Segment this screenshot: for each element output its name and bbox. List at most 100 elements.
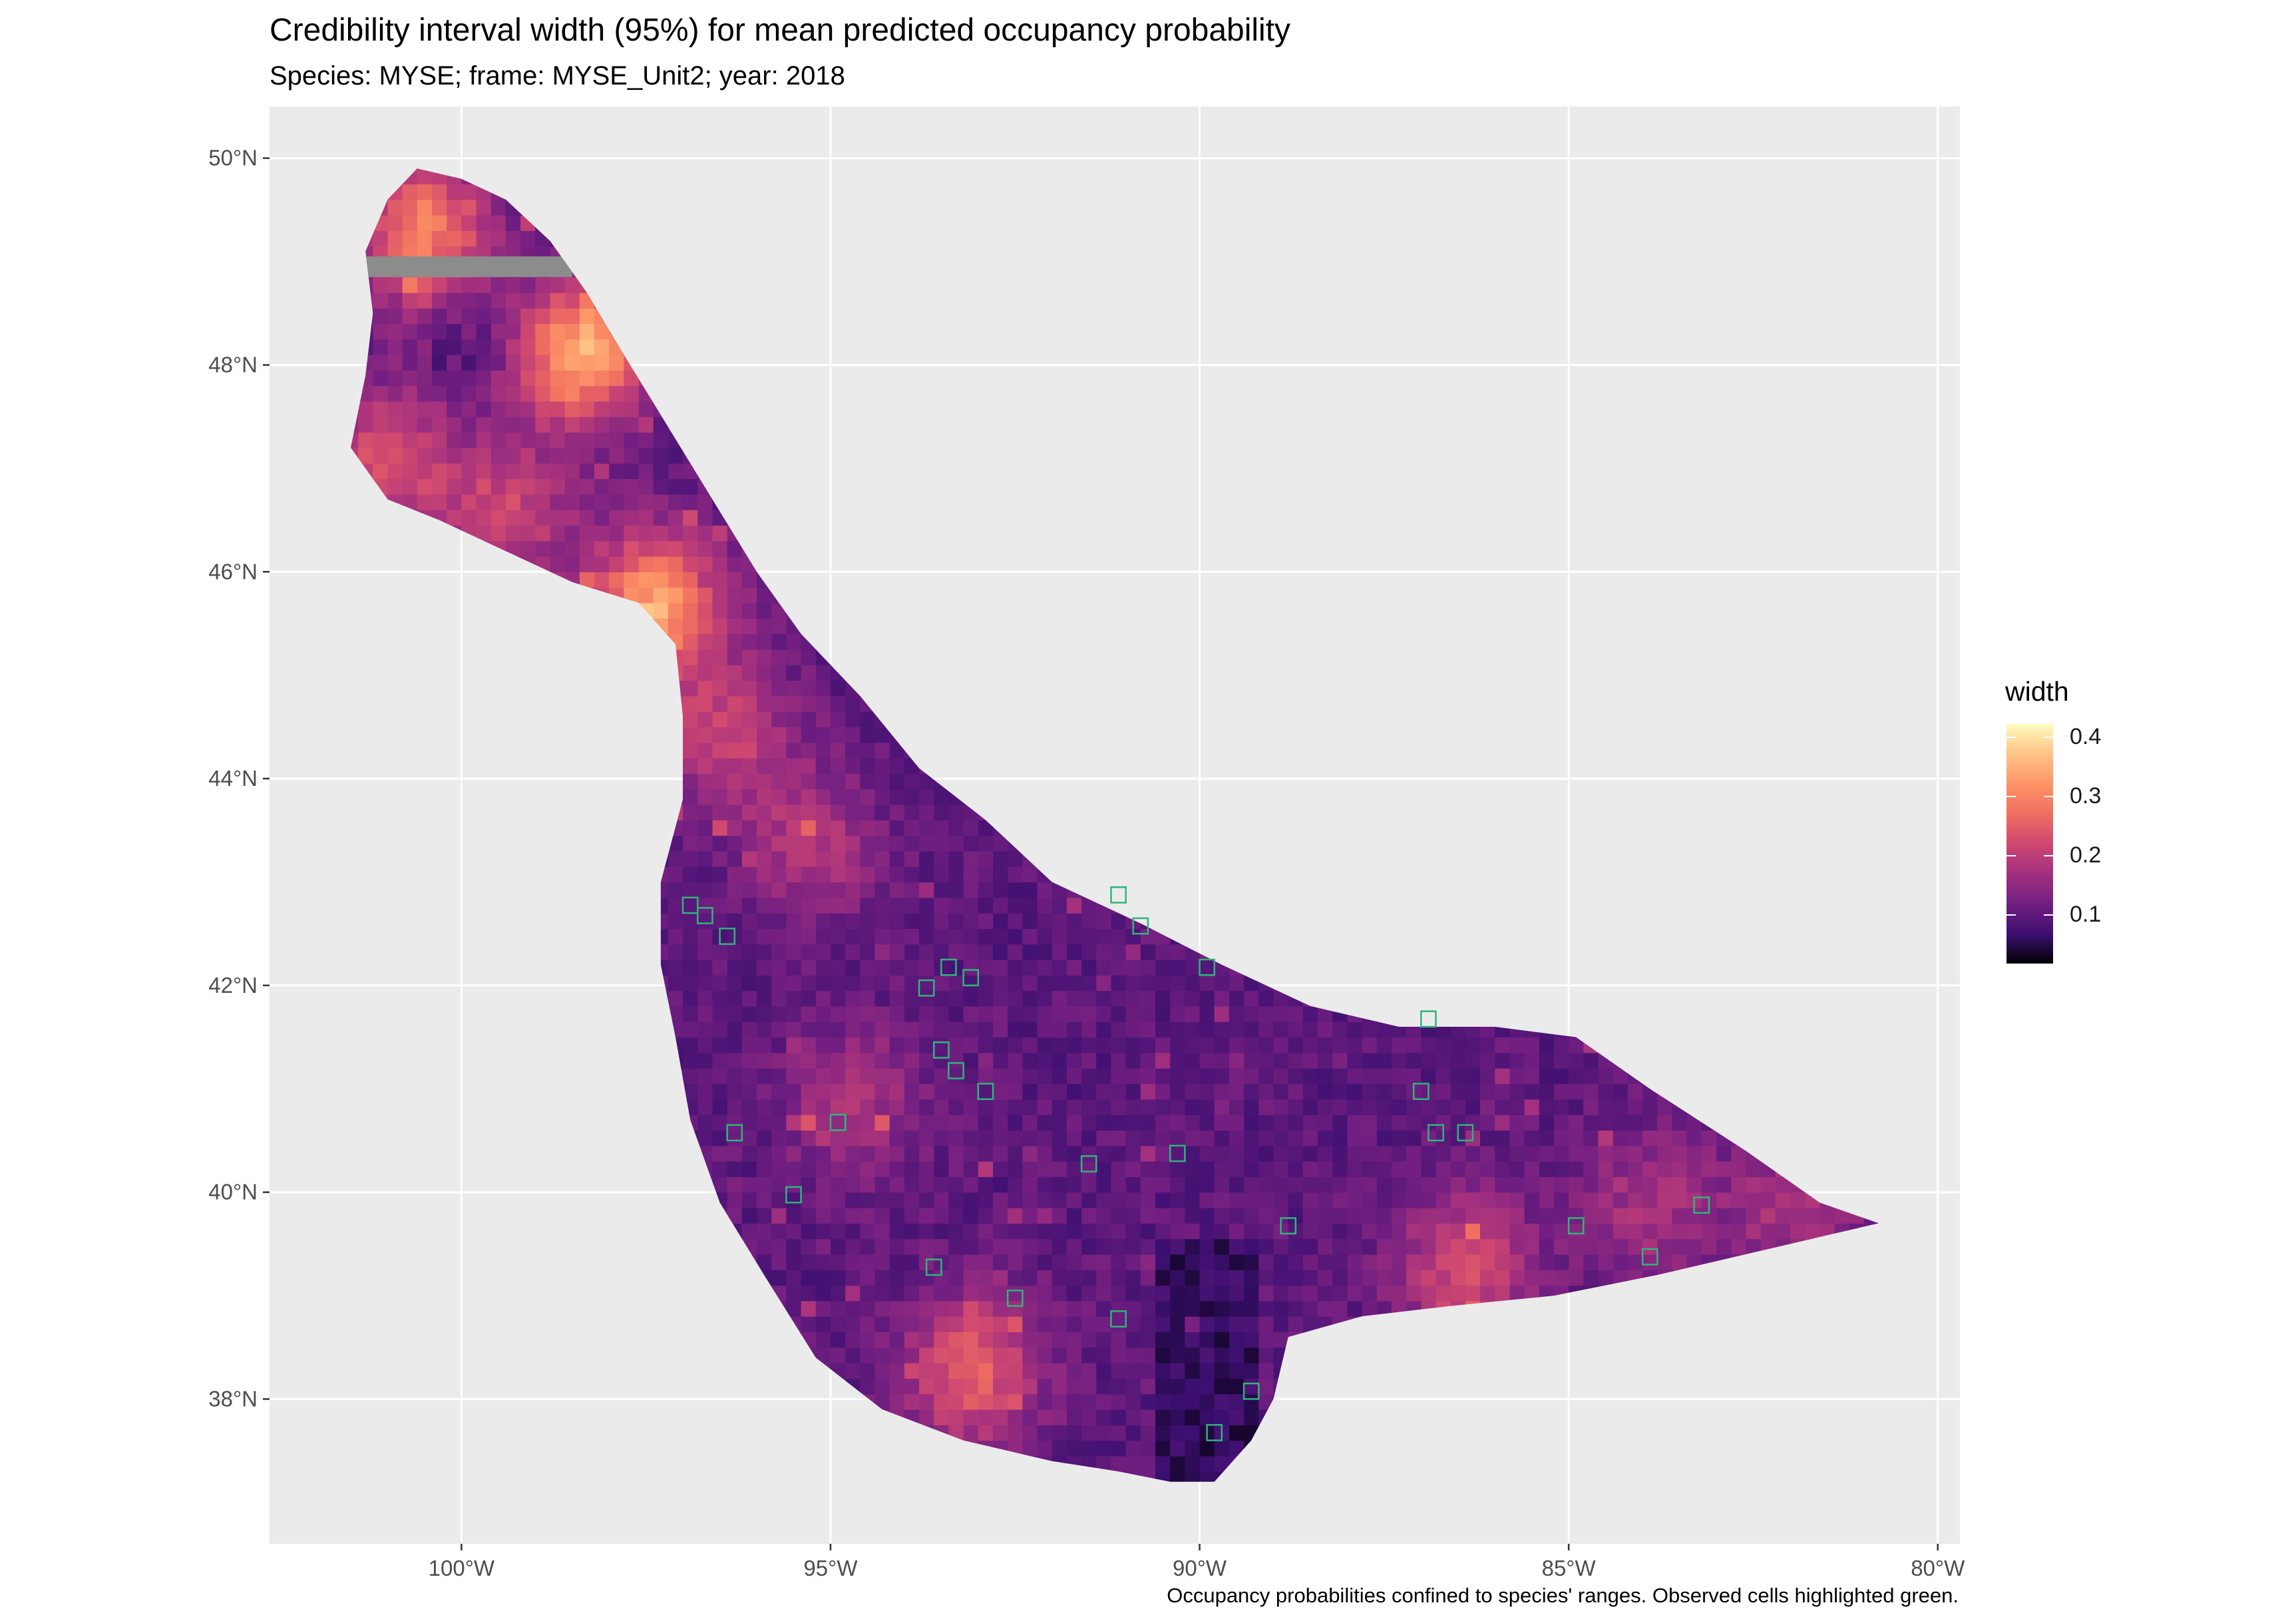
- raster-cell: [757, 1130, 772, 1147]
- raster-cell: [1170, 1471, 1185, 1482]
- raster-cell: [1539, 1145, 1555, 1162]
- raster-cell: [904, 960, 920, 976]
- raster-cell: [1199, 1238, 1215, 1255]
- raster-cell: [845, 960, 861, 976]
- raster-cell: [1495, 1083, 1510, 1100]
- raster-cell: [697, 960, 713, 976]
- raster-cell: [1155, 1440, 1171, 1457]
- raster-cell: [1199, 1192, 1215, 1208]
- raster-cell: [1465, 1176, 1481, 1193]
- raster-cell: [904, 804, 920, 820]
- raster-cell: [1746, 1161, 1762, 1177]
- raster-cell: [801, 897, 817, 914]
- raster-cell: [904, 789, 920, 805]
- raster-cell: [1583, 1223, 1599, 1240]
- raster-cell: [889, 1005, 905, 1022]
- raster-cell: [1495, 1208, 1510, 1224]
- raster-cell: [1598, 1208, 1614, 1224]
- raster-cell: [874, 897, 890, 914]
- raster-cell: [1318, 1208, 1333, 1224]
- raster-cell: [1554, 1115, 1569, 1131]
- raster-cell: [727, 1145, 743, 1162]
- raster-cell: [904, 1270, 920, 1286]
- raster-cell: [815, 850, 831, 867]
- raster-cell: [727, 1130, 743, 1147]
- raster-cell: [919, 1115, 934, 1131]
- raster-cell: [1081, 1145, 1097, 1162]
- raster-cell: [1273, 1208, 1289, 1224]
- raster-cell: [963, 1238, 979, 1255]
- raster-cell: [1170, 1068, 1185, 1085]
- raster-cell: [801, 990, 817, 1007]
- raster-cell: [860, 1161, 876, 1177]
- raster-cell: [727, 1192, 743, 1208]
- raster-cell: [1539, 1052, 1555, 1069]
- raster-cell: [1288, 1285, 1304, 1302]
- raster-cell: [1391, 1068, 1407, 1085]
- raster-cell: [904, 1378, 920, 1395]
- raster-cell: [1244, 990, 1259, 1007]
- raster-cell: [889, 789, 905, 805]
- raster-cell: [1199, 1455, 1215, 1472]
- raster-cell: [978, 820, 994, 836]
- raster-cell: [845, 1363, 861, 1379]
- raster-cell: [919, 897, 934, 914]
- raster-cell: [1140, 1254, 1156, 1270]
- raster-cell: [1435, 1099, 1451, 1115]
- raster-cell: [1406, 1254, 1422, 1270]
- raster-cell: [1406, 1068, 1422, 1085]
- raster-cell: [1022, 975, 1038, 991]
- raster-cell: [683, 960, 698, 976]
- raster-cell: [1185, 1192, 1201, 1208]
- raster-cell: [1273, 1083, 1289, 1100]
- raster-cell: [1569, 1145, 1584, 1162]
- raster-cell: [993, 850, 1008, 867]
- raster-cell: [845, 882, 861, 898]
- raster-cell: [889, 1393, 905, 1410]
- raster-cell: [1096, 1393, 1112, 1410]
- raster-cell: [993, 1393, 1008, 1410]
- raster-cell: [1111, 1192, 1127, 1208]
- raster-cell: [1598, 1192, 1614, 1208]
- raster-cell: [1318, 1145, 1333, 1162]
- raster-cell: [889, 1068, 905, 1085]
- raster-cell: [1066, 1393, 1082, 1410]
- raster-cell: [1332, 1285, 1348, 1302]
- raster-cell: [1406, 1099, 1422, 1115]
- raster-cell: [1155, 1005, 1171, 1022]
- raster-cell: [1495, 1115, 1510, 1131]
- raster-cell: [1140, 1270, 1156, 1286]
- raster-cell: [757, 1254, 772, 1270]
- raster-cell: [1170, 1347, 1185, 1363]
- raster-cell: [1081, 1005, 1097, 1022]
- raster-cell: [904, 1393, 920, 1410]
- raster-cell: [919, 1208, 934, 1224]
- raster-cell: [771, 866, 787, 883]
- raster-cell: [727, 835, 743, 852]
- raster-cell: [1140, 1208, 1156, 1224]
- raster-cell: [963, 1083, 979, 1100]
- raster-cell: [1052, 1332, 1067, 1348]
- raster-cell: [904, 944, 920, 960]
- raster-cell: [1111, 1145, 1127, 1162]
- raster-cell: [831, 928, 846, 945]
- raster-cell: [1480, 1285, 1495, 1302]
- raster-cell: [1022, 1347, 1038, 1363]
- raster-cell: [1052, 1409, 1067, 1425]
- raster-cell: [1583, 1192, 1599, 1208]
- raster-cell: [1008, 1145, 1023, 1162]
- raster-cell: [1066, 990, 1082, 1007]
- raster-cell: [801, 789, 817, 805]
- raster-cell: [697, 1115, 713, 1131]
- raster-cell: [1598, 1254, 1614, 1270]
- raster-cell: [934, 1300, 950, 1317]
- raster-cell: [1037, 897, 1053, 914]
- raster-cell: [993, 1037, 1008, 1053]
- raster-cell: [1509, 1052, 1525, 1069]
- raster-cell: [1022, 990, 1038, 1007]
- raster-cell: [904, 1254, 920, 1270]
- raster-cell: [860, 1378, 876, 1395]
- raster-cell: [1185, 1285, 1201, 1302]
- raster-cell: [904, 1052, 920, 1069]
- raster-cell: [1066, 1440, 1082, 1457]
